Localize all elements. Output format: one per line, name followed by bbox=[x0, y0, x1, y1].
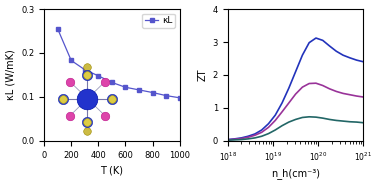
Y-axis label: κL (W/mK): κL (W/mK) bbox=[6, 50, 15, 100]
X-axis label: n_h(cm⁻³): n_h(cm⁻³) bbox=[271, 169, 320, 179]
X-axis label: T (K): T (K) bbox=[101, 165, 123, 175]
Y-axis label: ZT: ZT bbox=[197, 69, 207, 81]
Legend: κL: κL bbox=[142, 14, 175, 28]
